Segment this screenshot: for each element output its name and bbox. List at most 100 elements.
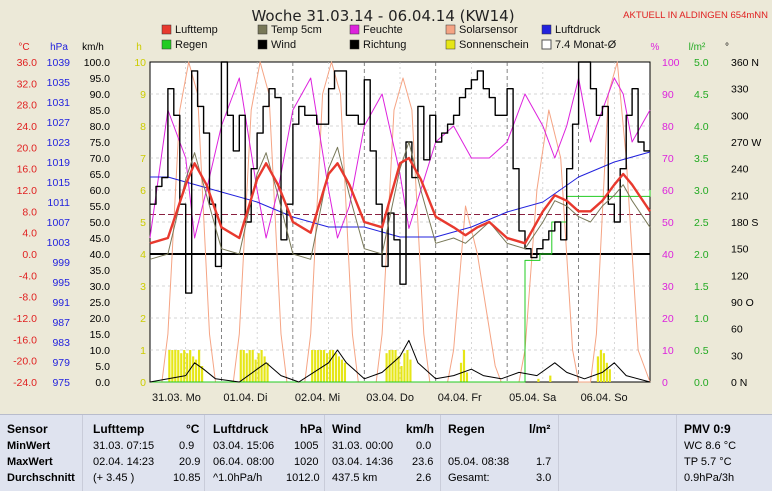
tick-kmh-0: 100.0	[84, 57, 110, 69]
legend-swatch-monat	[541, 39, 552, 50]
statistics-panel: Sensor MinWert MaxWert Durchschnitt Luft…	[0, 414, 772, 491]
sunshine-bar-11	[200, 366, 204, 382]
x-label-5: 05.04. Sa	[509, 392, 557, 404]
sunshine-bar-28	[328, 350, 332, 382]
sunshine-bar-43	[459, 362, 463, 382]
sunshine-bar-45	[465, 372, 469, 382]
tick-celsius-13: -16.0	[13, 334, 37, 346]
sunshine-bar-27	[325, 353, 329, 382]
stats-regen-max-value: 1.7	[536, 456, 552, 468]
legend-swatch-lufttemp	[161, 24, 172, 35]
tick-hours-6: 4	[140, 249, 146, 261]
stats-luftdruck-column: Luftdruck hPa 03.04. 15:06 1005 06.04. 0…	[206, 415, 325, 491]
tick-kmh-14: 30.0	[90, 281, 111, 293]
tick-percent-8: 20	[662, 313, 674, 325]
stats-luftdruck-unit: hPa	[300, 422, 323, 436]
axis-tick-labels: 36.032.028.024.020.016.012.08.04.00.0-4.…	[13, 57, 761, 389]
stats-regen-column: Regen l/m² 05.04. 08:38 1.7 Gesamt: 3.0	[442, 415, 559, 491]
sunshine-bar-15	[248, 350, 251, 382]
tick-direction-5: 210	[731, 190, 749, 202]
stats-wind-column: Wind km/h 31.03. 00:00 0.0 03.04. 14:36 …	[326, 415, 441, 491]
tick-hours-7: 3	[140, 281, 146, 293]
tick-lm2-10: 0.0	[694, 377, 709, 389]
x-label-0: 31.03. Mo	[152, 392, 201, 404]
tick-lm2-2: 4.0	[694, 121, 709, 133]
chart-title: Woche 31.03.14 - 06.04.14 (KW14)	[251, 7, 514, 25]
sunshine-bar-6	[186, 353, 189, 382]
tick-hpa-11: 995	[52, 277, 70, 289]
tick-direction-1: 330	[731, 84, 749, 96]
tick-hpa-10: 999	[52, 257, 70, 269]
stats-row-avg-label: Durchschnitt	[7, 472, 75, 484]
tick-lm2-4: 3.0	[694, 185, 709, 197]
tick-celsius-12: -12.0	[13, 313, 37, 325]
stats-lufttemp-unit: °C	[186, 422, 200, 436]
sunshine-bar-2	[174, 350, 177, 382]
stats-pmv-header: PMV 0:9	[684, 422, 731, 436]
tick-direction-7: 150	[731, 244, 749, 256]
degree-unit: °	[725, 42, 729, 53]
stats-pmv-column: PMV 0:9 WC 8.6 °C TP 5.7 °C 0.9hPa/3h	[678, 415, 772, 491]
sunshine-bar-22	[311, 350, 314, 382]
tick-direction-11: 30	[731, 350, 743, 362]
tick-hpa-3: 1027	[47, 117, 71, 129]
sunshine-bar-8	[192, 356, 195, 382]
tick-lm2-7: 1.5	[694, 281, 709, 293]
tick-celsius-5: 16.0	[17, 164, 38, 176]
percent-unit: %	[651, 42, 660, 53]
x-label-1: 01.04. Di	[223, 392, 267, 404]
stats-wind-max-time: 03.04. 14:36	[332, 456, 394, 468]
tick-kmh-8: 60.0	[90, 185, 111, 197]
hours-unit: h	[136, 42, 142, 53]
legend-label-luftdruck: Luftdruck	[555, 24, 601, 36]
sunshine-bar-14	[245, 353, 248, 382]
stats-luftdruck-min-value: 1005	[294, 440, 319, 452]
sunshine-bar-52	[608, 369, 611, 382]
tick-percent-2: 80	[662, 121, 674, 133]
sunshine-bar-36	[391, 350, 394, 382]
tick-kmh-16: 20.0	[90, 313, 111, 325]
celsius-unit: °C	[18, 42, 29, 53]
tick-kmh-13: 35.0	[90, 265, 111, 277]
tick-hpa-7: 1011	[47, 197, 70, 209]
tick-hpa-14: 983	[52, 337, 70, 349]
stats-lufttemp-trend: (+ 3.45 )	[93, 472, 135, 484]
tick-percent-5: 50	[662, 217, 674, 229]
sunshine-bar-24	[317, 350, 320, 382]
sunshine-bars	[168, 350, 611, 382]
stats-luftdruck-header: Luftdruck	[213, 422, 269, 436]
tick-kmh-2: 90.0	[90, 89, 111, 101]
sunshine-bar-33	[343, 362, 347, 382]
sunshine-bar-37	[394, 350, 397, 382]
stats-lufttemp-max-time: 02.04. 14:23	[93, 456, 155, 468]
stats-pmv-dewpoint: TP 5.7 °C	[684, 456, 732, 468]
tick-celsius-7: 8.0	[22, 206, 37, 218]
tick-direction-9: 90 O	[731, 297, 754, 309]
tick-celsius-2: 28.0	[17, 100, 38, 112]
legend-swatch-solar	[445, 24, 456, 35]
stats-wind-max-value: 23.6	[412, 456, 434, 468]
tick-percent-9: 10	[662, 345, 674, 357]
weather-chart: Woche 31.03.14 - 06.04.14 (KW14) AKTUELL…	[13, 7, 769, 404]
tick-celsius-10: -4.0	[19, 270, 37, 282]
tick-lm2-0: 5.0	[694, 57, 709, 69]
stats-luftdruck-max-time: 06.04. 08:00	[213, 456, 275, 468]
series-lines	[149, 61, 651, 383]
stats-regen-header: Regen	[448, 422, 485, 436]
tick-lm2-1: 4.5	[694, 89, 709, 101]
tick-direction-8: 120	[731, 270, 749, 282]
tick-hours-4: 6	[140, 185, 146, 197]
lm2-unit: l/m²	[689, 42, 706, 53]
sunshine-bar-7	[189, 350, 192, 382]
tick-celsius-3: 24.0	[17, 121, 38, 133]
tick-kmh-7: 65.0	[90, 169, 111, 181]
legend-label-richtung: Richtung	[363, 39, 406, 51]
tick-celsius-9: 0.0	[22, 249, 37, 261]
tick-hours-5: 5	[140, 217, 146, 229]
sunshine-bar-13	[242, 350, 245, 382]
tick-celsius-15: -24.0	[13, 377, 37, 389]
sunshine-bar-48	[596, 356, 600, 382]
tick-kmh-9: 55.0	[90, 201, 111, 213]
stats-regen-total-value: 3.0	[536, 472, 552, 484]
tick-lm2-8: 1.0	[694, 313, 709, 325]
